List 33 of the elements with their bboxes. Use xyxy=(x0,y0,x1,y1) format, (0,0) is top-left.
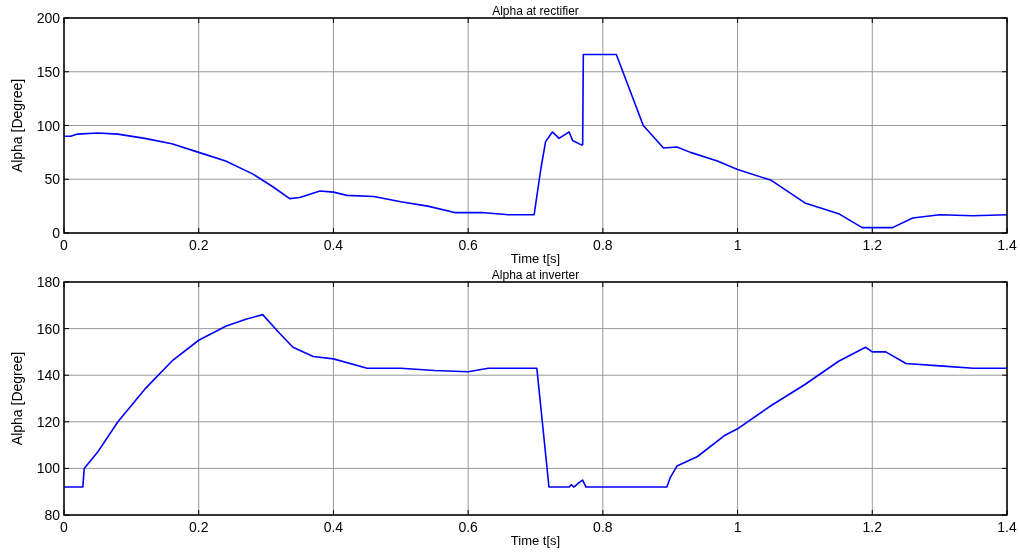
y-tick-label: 80 xyxy=(44,507,61,523)
chart-title: Alpha at inverter xyxy=(491,268,580,282)
x-tick-label: 0.4 xyxy=(323,237,344,253)
y-tick-label: 100 xyxy=(36,117,61,134)
x-tick-label: 0.6 xyxy=(458,237,479,253)
y-tick-label: 0 xyxy=(52,225,61,241)
y-tick-label: 160 xyxy=(36,320,61,337)
line-series xyxy=(64,313,1007,488)
x-tick-label: 1 xyxy=(733,519,742,535)
x-tick-label: 1.4 xyxy=(997,237,1017,253)
x-axis-title: Time t[s] xyxy=(510,533,561,548)
chart-title: Alpha at rectifier xyxy=(492,4,579,18)
x-tick-label: 1.2 xyxy=(862,519,883,535)
y-tick-label: 180 xyxy=(36,274,61,290)
y-tick-label: 200 xyxy=(36,10,61,26)
y-tick-label: 140 xyxy=(36,367,61,384)
y-tick-label: 50 xyxy=(44,171,61,188)
x-tick-label: 0.8 xyxy=(593,519,613,535)
x-tick-label: 0.2 xyxy=(188,237,209,253)
y-tick-label: 120 xyxy=(36,413,61,430)
line-series xyxy=(64,53,1007,229)
x-tick-label: 0.2 xyxy=(188,519,209,535)
x-tick-label: 0.6 xyxy=(458,519,479,535)
x-tick-label: 0.4 xyxy=(323,519,344,535)
x-axis-title: Time t[s] xyxy=(510,251,561,266)
y-tick-label: 150 xyxy=(36,63,61,80)
y-axis-title: Alpha [Degree] xyxy=(9,78,25,173)
y-tick-label: 100 xyxy=(36,460,61,477)
y-axis-title: Alpha [Degree] xyxy=(9,351,25,446)
x-tick-label: 0.8 xyxy=(593,237,613,253)
x-tick-label: 1 xyxy=(733,237,742,253)
x-tick-label: 1.2 xyxy=(862,237,883,253)
x-tick-label: 1.4 xyxy=(997,519,1017,535)
